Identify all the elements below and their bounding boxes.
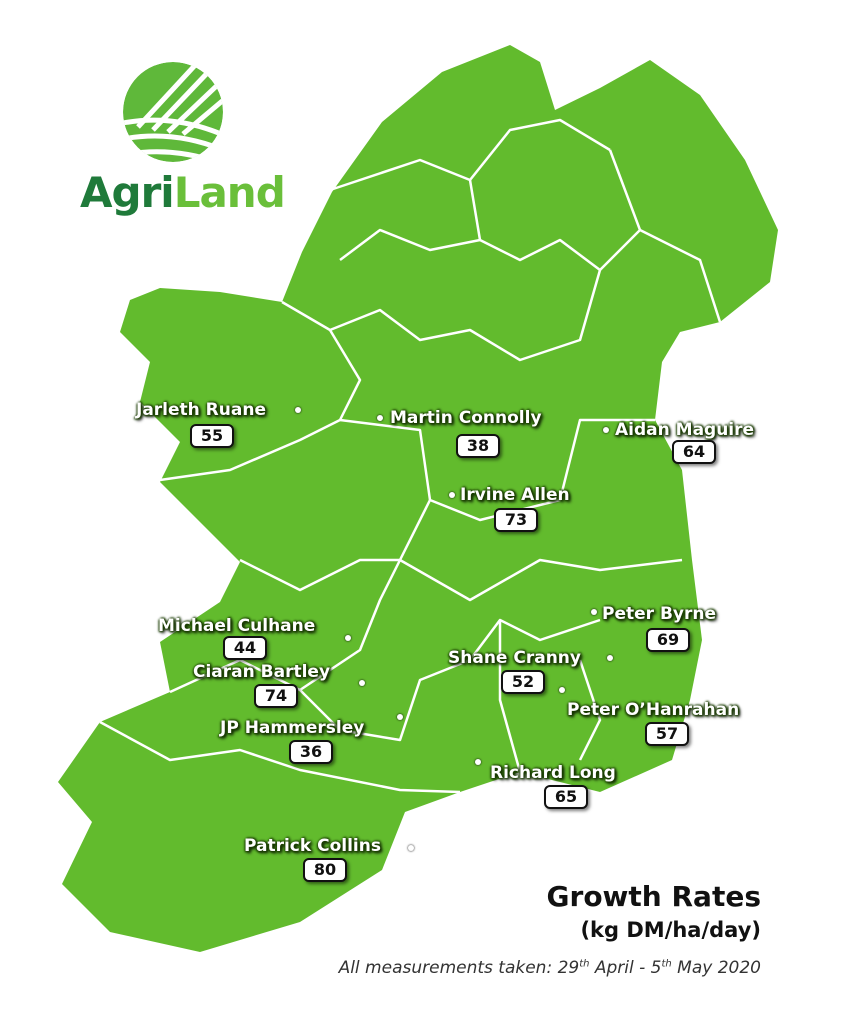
legend-unit: (kg DM/ha/day) xyxy=(580,918,761,942)
location-dot xyxy=(559,687,565,693)
location-dot xyxy=(475,759,481,765)
farmer-name: Martin Connolly xyxy=(390,408,542,428)
county-borders xyxy=(99,118,722,794)
farmer-name: Ciaran Bartley xyxy=(193,662,331,682)
location-dot xyxy=(377,415,383,421)
growth-value: 57 xyxy=(645,722,689,746)
location-dot xyxy=(345,635,351,641)
growth-value: 52 xyxy=(501,670,545,694)
growth-value: 73 xyxy=(494,508,538,532)
note-suffix: May 2020 xyxy=(671,958,761,978)
note-prefix: All measurements taken: 29 xyxy=(338,958,580,978)
farmer-name: Aidan Maguire xyxy=(615,420,755,440)
farmer-name: Shane Cranny xyxy=(448,648,581,668)
farmer-name: Richard Long xyxy=(490,763,616,783)
note-sup: th xyxy=(661,958,672,970)
agriland-wordmark: AgriLand xyxy=(80,168,286,217)
note-mid: April - 5 xyxy=(589,958,662,978)
growth-value: 38 xyxy=(456,434,500,458)
farmer-name: Irvine Allen xyxy=(460,485,570,505)
farmer-name: Patrick Collins xyxy=(244,836,381,856)
farmer-name: Peter O’Hanrahan xyxy=(567,700,740,720)
growth-value: 69 xyxy=(646,628,690,652)
agriland-logo xyxy=(123,62,223,162)
note-sup: th xyxy=(579,958,590,970)
location-dot xyxy=(449,492,455,498)
growth-value: 36 xyxy=(289,740,333,764)
growth-value: 74 xyxy=(254,684,298,708)
location-dot xyxy=(603,427,609,433)
growth-value: 44 xyxy=(223,636,267,660)
logo-text-agri: Agri xyxy=(80,168,175,217)
farmer-name: Jarleth Ruane xyxy=(136,400,266,420)
farmer-name: Michael Culhane xyxy=(158,616,316,636)
measurement-period-note: All measurements taken: 29th April - 5th… xyxy=(339,958,761,978)
legend-title: Growth Rates xyxy=(546,880,761,913)
location-dot xyxy=(359,680,365,686)
farmer-name: JP Hammersley xyxy=(220,718,365,738)
growth-value: 80 xyxy=(303,858,347,882)
farmer-name: Peter Byrne xyxy=(602,604,717,624)
location-dot xyxy=(408,845,414,851)
location-dot xyxy=(607,655,613,661)
logo-text-land: Land xyxy=(173,168,286,217)
location-dot xyxy=(591,609,597,615)
growth-value: 55 xyxy=(190,424,234,448)
growth-value: 65 xyxy=(544,785,588,809)
location-dot xyxy=(397,714,403,720)
location-dot xyxy=(295,407,301,413)
growth-value: 64 xyxy=(672,440,716,464)
